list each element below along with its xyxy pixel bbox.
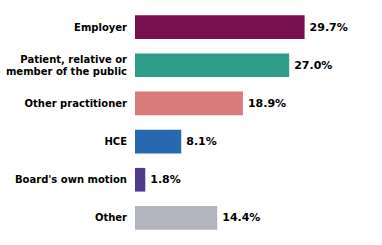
svg-text:HCE: HCE xyxy=(104,136,127,147)
svg-text:14.4%: 14.4% xyxy=(222,211,260,224)
svg-text:member of the public: member of the public xyxy=(6,66,127,77)
svg-text:18.9%: 18.9% xyxy=(248,97,286,110)
svg-text:27.0%: 27.0% xyxy=(294,59,332,72)
svg-text:Other practitioner: Other practitioner xyxy=(25,98,128,109)
svg-text:1.8%: 1.8% xyxy=(150,173,181,186)
svg-text:29.7%: 29.7% xyxy=(310,21,348,34)
svg-text:Patient, relative or: Patient, relative or xyxy=(20,54,127,65)
svg-text:Employer: Employer xyxy=(74,22,127,33)
svg-text:Other: Other xyxy=(95,212,127,223)
svg-text:8.1%: 8.1% xyxy=(186,135,217,148)
svg-text:Board's own motion: Board's own motion xyxy=(15,174,127,185)
